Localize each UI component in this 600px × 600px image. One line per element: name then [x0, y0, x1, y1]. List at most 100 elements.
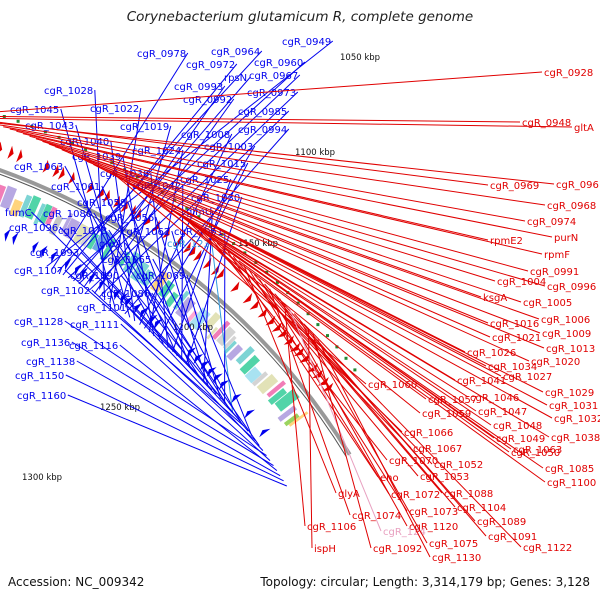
plus-strand-gene — [125, 296, 134, 308]
label-connector — [148, 194, 548, 406]
gene-label-plus: cgR_0985 — [238, 107, 287, 118]
scale-label: 1300 kbp — [22, 473, 62, 483]
plus-strand-gene — [4, 228, 11, 242]
label-connector — [88, 91, 299, 291]
gene-label-minus: cgR_0974 — [527, 217, 576, 228]
marker-dot — [185, 206, 189, 210]
gene-label-plus: cgR_1101 — [77, 303, 126, 314]
gene-label-minus: ispH — [314, 544, 336, 555]
plus-strand-gene — [41, 245, 48, 259]
label-connector — [303, 323, 522, 548]
gene-label-plus: cgR_1030 — [191, 193, 240, 204]
gene-label-minus: cgR_1009 — [542, 329, 591, 340]
gene-label-minus: cgR_1070 — [389, 456, 438, 467]
label-connector — [86, 160, 545, 349]
feature-block — [211, 320, 231, 340]
gene-label-plus: cgR_0964 — [211, 47, 260, 58]
minus-strand-gene — [162, 227, 170, 239]
feature-block — [206, 326, 219, 340]
gene-label-minus: cgR_1100 — [547, 478, 596, 489]
minus-strand-gene — [0, 141, 3, 152]
label-connector — [109, 107, 142, 304]
gene-label-minus: cgR_1059 — [422, 409, 471, 420]
feature-block — [274, 388, 300, 412]
gene-label-minus: cgR_1027 — [503, 372, 552, 383]
feature-block — [48, 215, 64, 236]
topology-summary: Topology: circular; Length: 3,314,179 bp… — [260, 575, 590, 589]
gene-label-minus: rpmF — [544, 250, 570, 261]
label-connector — [80, 157, 491, 338]
plus-strand-gene — [81, 267, 89, 280]
gene-label-minus: cgR_1034 — [488, 362, 537, 373]
minus-strand-gene — [42, 159, 49, 173]
minus-strand-gene — [16, 149, 23, 163]
gene-label-plus: cgR_1039 — [72, 152, 121, 163]
minus-strand-gene — [242, 292, 253, 304]
label-connector — [264, 283, 456, 508]
label-connector — [120, 274, 249, 432]
gene-label-minus: cgR_1057 — [428, 395, 477, 406]
label-connector — [48, 143, 482, 298]
feature-block — [175, 296, 196, 319]
label-connector — [312, 334, 372, 549]
label-connector — [46, 40, 334, 267]
plus-strand-gene — [99, 278, 107, 291]
minus-strand-gene — [230, 281, 240, 292]
label-connector — [73, 76, 251, 282]
minus-strand-gene — [265, 315, 276, 326]
label-connector — [150, 172, 169, 348]
feature-block — [99, 238, 117, 262]
gene-label-minus: cgR_1026 — [467, 348, 516, 359]
label-connector — [165, 205, 553, 419]
gene-label-minus: cgR_1063 — [513, 445, 562, 456]
gene-label-minus: cgR_1031 — [549, 401, 598, 412]
marker-dot — [57, 135, 61, 139]
gene-label-minus: cgR_1130 — [432, 553, 481, 564]
plus-strand-gene — [259, 428, 271, 438]
label-connector — [3, 126, 526, 222]
feature-block — [188, 307, 211, 331]
feature-block — [0, 184, 7, 203]
label-connector — [29, 135, 529, 272]
marker-dot — [316, 323, 320, 327]
label-connector — [238, 260, 546, 483]
label-connector — [120, 323, 271, 461]
gene-label-plus: cgR_1080 — [43, 209, 92, 220]
scale-label: 1050 kbp — [340, 53, 380, 63]
label-connector — [248, 269, 390, 495]
marker-dot — [70, 141, 74, 145]
gene-label-minus: cgR_1060 — [368, 380, 417, 391]
label-connector — [67, 394, 287, 487]
gene-label-plus: cgR_123 — [167, 239, 210, 250]
feature-block — [216, 326, 236, 347]
gene-label-minus: cgR_1048 — [493, 421, 542, 432]
label-connector — [0, 118, 573, 128]
minus-strand-gene — [283, 335, 294, 345]
feature-block — [18, 194, 33, 218]
gene-label-minus: cgR_1106 — [307, 522, 356, 533]
feature-block — [44, 206, 58, 226]
gene-label-minus: cgR_0968 — [547, 201, 596, 212]
marker-dot — [16, 119, 20, 123]
gene-label-plus: cgR_1107 — [14, 266, 63, 277]
label-connector — [171, 209, 492, 426]
gene-label-plus: cgR_0994 — [238, 125, 287, 136]
label-connector — [0, 116, 521, 123]
plus-strand-gene — [244, 409, 256, 419]
feature-block — [288, 411, 309, 427]
label-connector — [211, 242, 234, 413]
label-connector — [108, 229, 217, 395]
feature-block — [0, 185, 17, 210]
label-connector — [64, 320, 267, 457]
gene-label-minus: cgR_1120 — [409, 522, 458, 533]
label-connector — [308, 328, 313, 549]
gene-label-minus: cgR_1029 — [545, 388, 594, 399]
plus-strand-gene — [206, 367, 217, 377]
gene-label-plus: cgR_1062 — [121, 227, 170, 238]
plus-strand-gene — [12, 232, 19, 246]
feature-block — [185, 310, 198, 324]
marker-dot — [84, 148, 88, 151]
gene-label-plus: cgR_0978 — [137, 49, 186, 60]
label-connector — [317, 339, 431, 558]
gene-label-plus: cgR_1065 — [102, 255, 151, 266]
